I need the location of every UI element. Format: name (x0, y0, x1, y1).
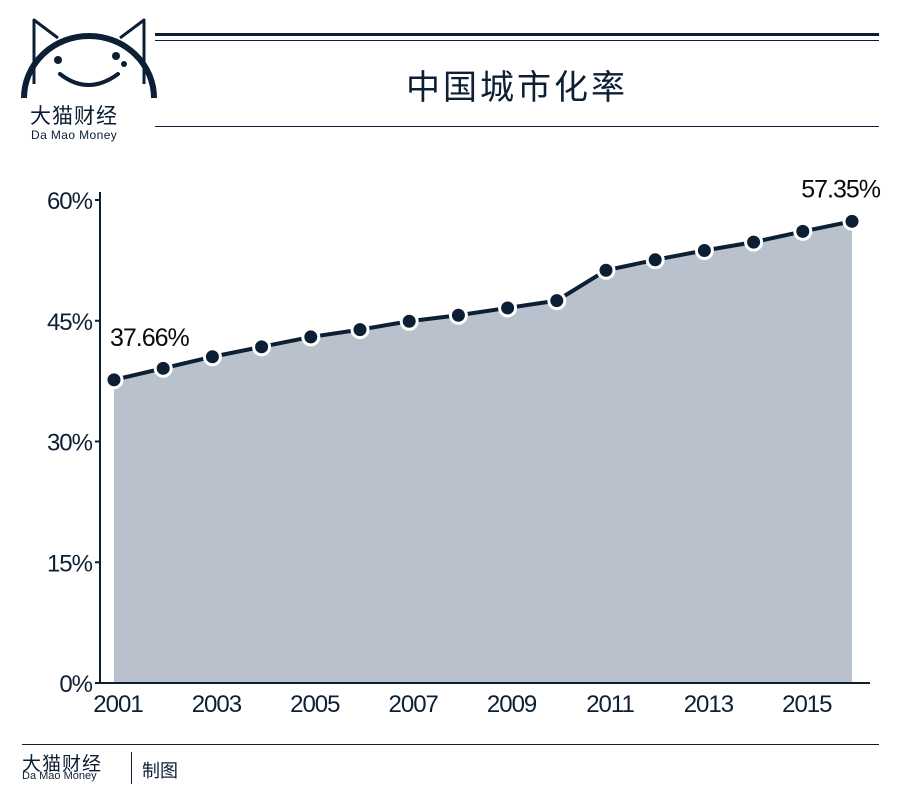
area-fill (114, 221, 852, 683)
x-tick-label-2009: 2009 (487, 691, 537, 718)
data-point-2012 (645, 250, 665, 270)
data-point-2004 (252, 337, 272, 357)
annotation-label-2001: 37.66% (110, 324, 190, 352)
data-point-2011 (596, 260, 616, 280)
x-tick-label-2005: 2005 (290, 691, 340, 718)
chart-title: 中国城市化率 (406, 68, 628, 108)
data-point-2014 (744, 232, 764, 252)
x-tick-label-2013: 2013 (684, 691, 734, 718)
brand-name-cn: 大猫财经 (30, 104, 118, 128)
y-tick-label-15: 15% (47, 550, 93, 577)
x-tick-label-2003: 2003 (192, 691, 242, 718)
annotation-label-2016: 57.35% (801, 175, 881, 203)
y-tick-label-30: 30% (47, 430, 93, 457)
header-rule-bottom (155, 126, 879, 127)
series-line (113, 219, 853, 382)
urbanization-area-chart: 0% 15% 30% 45% 60% 2001 2003 2005 2007 2009 2011 20… (47, 175, 882, 718)
x-tick-label-2015: 2015 (782, 691, 832, 718)
x-tick-label-2011: 2011 (586, 691, 634, 718)
data-point-2006 (350, 320, 370, 340)
data-point-2013 (694, 240, 714, 260)
data-point-2010 (547, 291, 567, 311)
data-point-2001 (104, 370, 124, 390)
x-tick-label-2007: 2007 (389, 691, 439, 718)
footer-brand-en: Da Mao Money (22, 770, 97, 782)
y-tick-label-0: 0% (59, 671, 92, 698)
data-point-2016 (842, 211, 862, 231)
header-rule-top-thick (155, 33, 879, 36)
x-tick-label-2001: 2001 (93, 691, 143, 718)
header-rule-top-thin (155, 40, 879, 41)
data-point-2009 (498, 298, 518, 318)
footer-brand-cn: 大猫财经 (22, 753, 103, 775)
cat-logo-icon (21, 18, 157, 99)
data-point-2005 (301, 327, 321, 347)
footer-rule (22, 744, 879, 745)
y-tick-label-45: 45% (47, 309, 93, 336)
y-tick-label-60: 60% (47, 188, 93, 215)
data-point-2007 (399, 311, 419, 331)
data-point-2015 (793, 221, 813, 241)
data-point-2008 (448, 305, 468, 325)
footer-separator (131, 752, 132, 784)
brand-name-en: Da Mao Money (31, 128, 118, 142)
data-point-2002 (153, 358, 173, 378)
data-point-2003 (202, 347, 222, 367)
footer-label: 制图 (142, 761, 178, 782)
